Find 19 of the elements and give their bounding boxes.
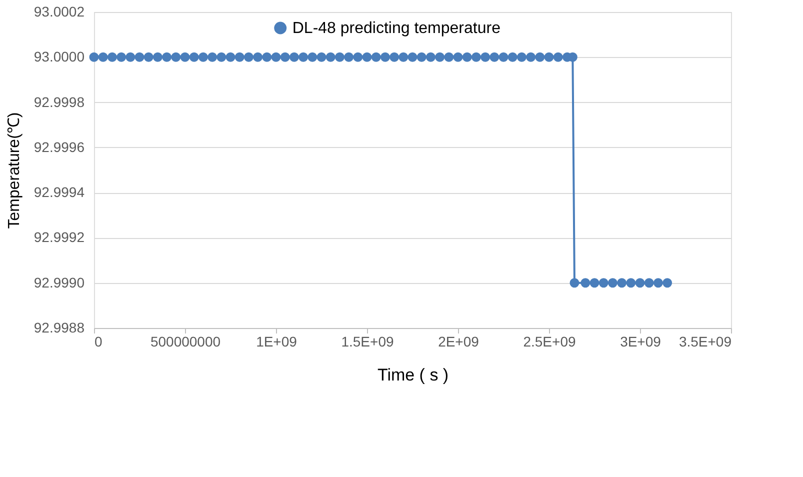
y-tick-label: 93.0002 xyxy=(34,4,85,20)
y-tick-label: 92.9996 xyxy=(34,138,85,155)
x-tick-label: 3.5E+09 xyxy=(678,334,732,350)
y-tick-label: 92.9998 xyxy=(34,94,85,110)
x-tick-label: 3E+09 xyxy=(620,334,662,350)
y-tick-label: 92.9988 xyxy=(34,320,85,336)
y-axis-title: Temperature(℃) xyxy=(6,112,23,229)
x-axis-title: Time ( s ) xyxy=(377,366,449,384)
x-tick-label: 1E+09 xyxy=(256,334,298,350)
y-tick-label: 92.9990 xyxy=(34,274,85,290)
legend-label: DL-48 predicting temperature xyxy=(292,20,501,37)
y-tick-label: 93.0000 xyxy=(34,48,85,65)
y-tick-label: 92.9992 xyxy=(34,229,85,246)
x-tick-label: 0 xyxy=(94,334,102,350)
x-tick-label: 2.5E+09 xyxy=(523,334,576,350)
x-tick-label: 500000000 xyxy=(150,334,221,350)
x-tick-label: 2E+09 xyxy=(438,334,480,350)
y-tick-label: 92.9994 xyxy=(34,184,85,200)
x-tick-label: 1.5E+09 xyxy=(341,334,394,350)
